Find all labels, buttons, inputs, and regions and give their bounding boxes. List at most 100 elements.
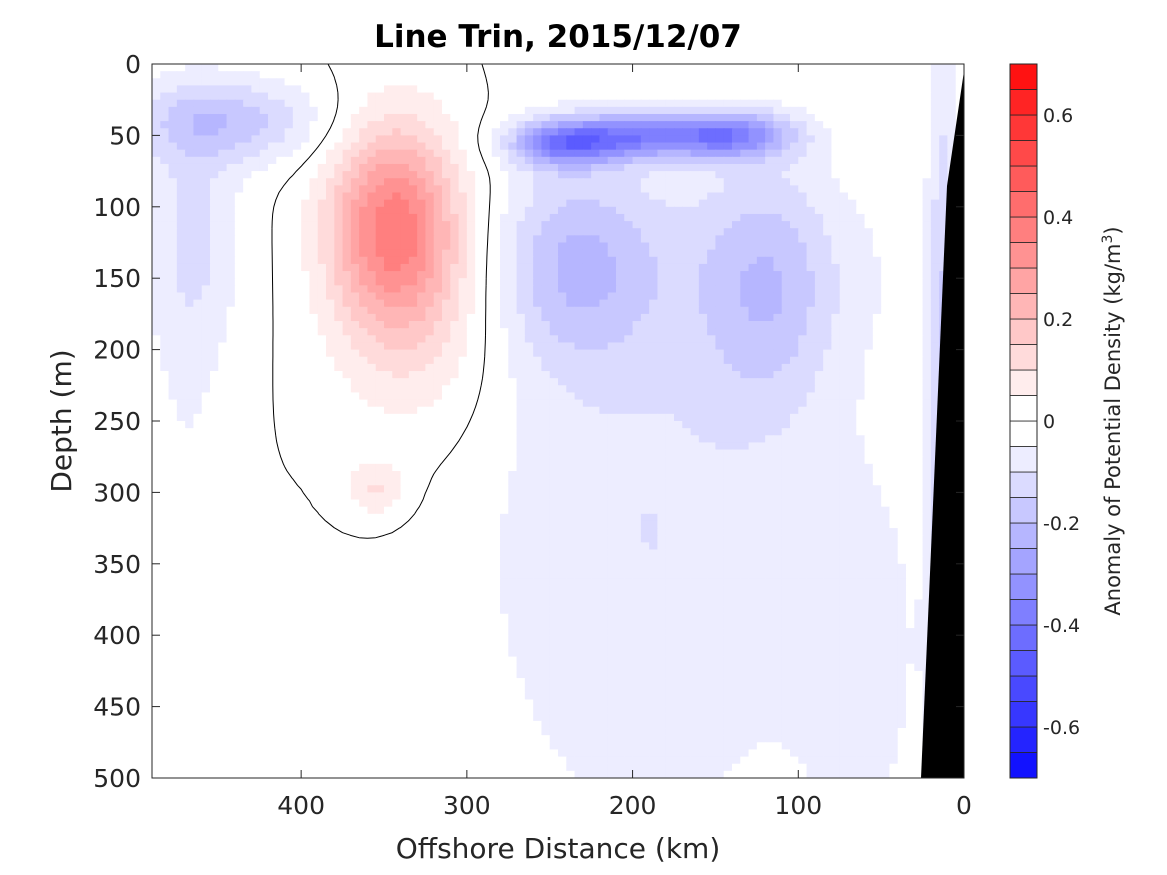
- field-cell: [284, 378, 294, 386]
- field-cell: [930, 185, 940, 194]
- field-cell: [674, 249, 683, 258]
- field-cell: [508, 385, 518, 394]
- field-cell: [690, 413, 700, 422]
- field-cell: [417, 406, 427, 415]
- field-cell: [152, 285, 161, 294]
- field-cell: [881, 121, 891, 129]
- field-cell: [234, 285, 244, 294]
- field-cell: [914, 142, 924, 151]
- field-cell: [251, 292, 261, 301]
- field-cell: [690, 99, 700, 108]
- field-cell: [798, 135, 808, 144]
- field-cell: [400, 399, 410, 408]
- field-cell: [582, 406, 592, 415]
- field-cell: [616, 171, 625, 179]
- field-cell: [781, 392, 791, 401]
- field-cell: [185, 228, 195, 236]
- field-cell: [326, 71, 335, 79]
- field-cell: [500, 213, 509, 222]
- field-cell: [848, 421, 857, 429]
- field-cell: [790, 106, 799, 115]
- field-cell: [541, 206, 551, 215]
- field-cell: [160, 113, 170, 122]
- field-cell: [690, 121, 700, 129]
- field-cell: [483, 363, 493, 372]
- field-cell: [301, 406, 311, 415]
- field-cell: [309, 313, 319, 322]
- field-cell: [790, 199, 799, 208]
- field-cell: [491, 292, 501, 301]
- field-cell: [176, 321, 186, 329]
- field-cell: [707, 399, 717, 408]
- field-cell: [375, 171, 385, 179]
- field-cell: [417, 199, 427, 208]
- field-cell: [367, 199, 377, 208]
- field-cell: [756, 413, 766, 422]
- field-cell: [748, 113, 758, 122]
- field-cell: [367, 356, 377, 365]
- field-cell: [176, 99, 186, 108]
- field-cell: [458, 171, 468, 179]
- field-cell: [674, 385, 683, 394]
- field-cell: [533, 371, 543, 379]
- field-cell: [640, 299, 650, 308]
- field-cell: [508, 85, 518, 94]
- field-cell: [458, 142, 468, 151]
- field-cell: [806, 299, 816, 308]
- field-cell: [682, 64, 692, 72]
- field-cell: [500, 221, 509, 229]
- field-cell: [665, 185, 675, 194]
- field-cell: [558, 278, 567, 286]
- field-cell: [798, 113, 808, 122]
- field-cell: [218, 235, 228, 244]
- field-cell: [483, 313, 493, 322]
- field-cell: [466, 299, 476, 308]
- field-cell: [848, 342, 857, 351]
- field-cell: [839, 306, 849, 315]
- field-cell: [723, 328, 733, 336]
- field-cell: [773, 92, 783, 101]
- field-cell: [790, 128, 799, 136]
- field-cell: [690, 249, 700, 258]
- field-cell: [350, 221, 360, 229]
- density-anomaly-field: [152, 64, 964, 778]
- field-cell: [533, 421, 543, 429]
- field-cell: [773, 256, 783, 265]
- field-cell: [558, 321, 567, 329]
- field-cell: [856, 228, 866, 236]
- field-cell: [251, 178, 261, 186]
- field-cell: [831, 313, 841, 322]
- field-cell: [558, 85, 567, 94]
- field-cell: [881, 356, 891, 365]
- field-cell: [723, 113, 733, 122]
- field-cell: [466, 399, 476, 408]
- field-cell: [674, 228, 683, 236]
- field-cell: [516, 228, 526, 236]
- field-cell: [508, 249, 518, 258]
- field-cell: [483, 106, 493, 115]
- field-cell: [251, 313, 261, 322]
- field-cell: [906, 363, 915, 372]
- field-cell: [674, 271, 683, 279]
- field-cell: [475, 221, 485, 229]
- field-cell: [790, 306, 799, 315]
- field-cell: [707, 163, 717, 172]
- field-cell: [864, 271, 874, 279]
- field-cell: [574, 64, 584, 72]
- field-cell: [524, 421, 534, 429]
- field-cell: [408, 406, 418, 415]
- field-cell: [160, 271, 170, 279]
- field-cell: [831, 221, 841, 229]
- field-cell: [558, 378, 567, 386]
- field-cell: [168, 349, 178, 358]
- field-cell: [301, 321, 311, 329]
- field-cell: [276, 142, 286, 151]
- field-cell: [500, 299, 509, 308]
- field-cell: [707, 335, 717, 344]
- field-cell: [218, 192, 228, 201]
- field-cell: [524, 64, 534, 72]
- field-cell: [814, 378, 824, 386]
- field-cell: [640, 406, 650, 415]
- field-cell: [317, 71, 327, 79]
- field-cell: [574, 242, 584, 251]
